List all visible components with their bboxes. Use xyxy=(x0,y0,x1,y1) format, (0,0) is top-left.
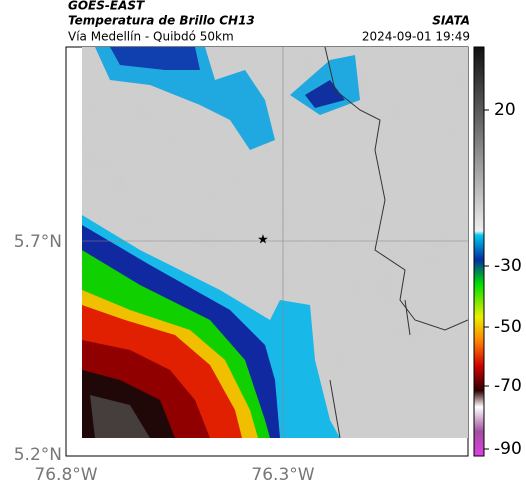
source: GOES-EAST xyxy=(68,0,145,13)
colorbar-tick-label: -30 xyxy=(494,256,522,276)
title: Temperatura de Brillo CH13 xyxy=(68,14,255,28)
lon-label: 76.8°W xyxy=(34,465,97,485)
lat-label: 5.2°N xyxy=(14,445,62,465)
satellite-image: ★ xyxy=(82,47,468,438)
colorbar xyxy=(473,46,485,457)
colorbar-tick-label: -70 xyxy=(494,376,522,396)
colorbar-tick-label: 20 xyxy=(494,100,516,120)
svg-text:★: ★ xyxy=(257,233,269,248)
lat-label: 5.7°N xyxy=(14,232,62,252)
lon-label: 76.3°W xyxy=(251,465,314,485)
colorbar-tick-label: -90 xyxy=(494,439,522,459)
colorbar-ticks: 20 -30 -50 -70 -90 xyxy=(484,100,522,459)
timestamp: 2024-09-01 19:49 xyxy=(362,30,470,44)
brand: SIATA xyxy=(432,14,470,28)
colorbar-tick-label: -50 xyxy=(494,317,522,337)
route: Vía Medellín - Quibdó 50km xyxy=(68,30,234,44)
